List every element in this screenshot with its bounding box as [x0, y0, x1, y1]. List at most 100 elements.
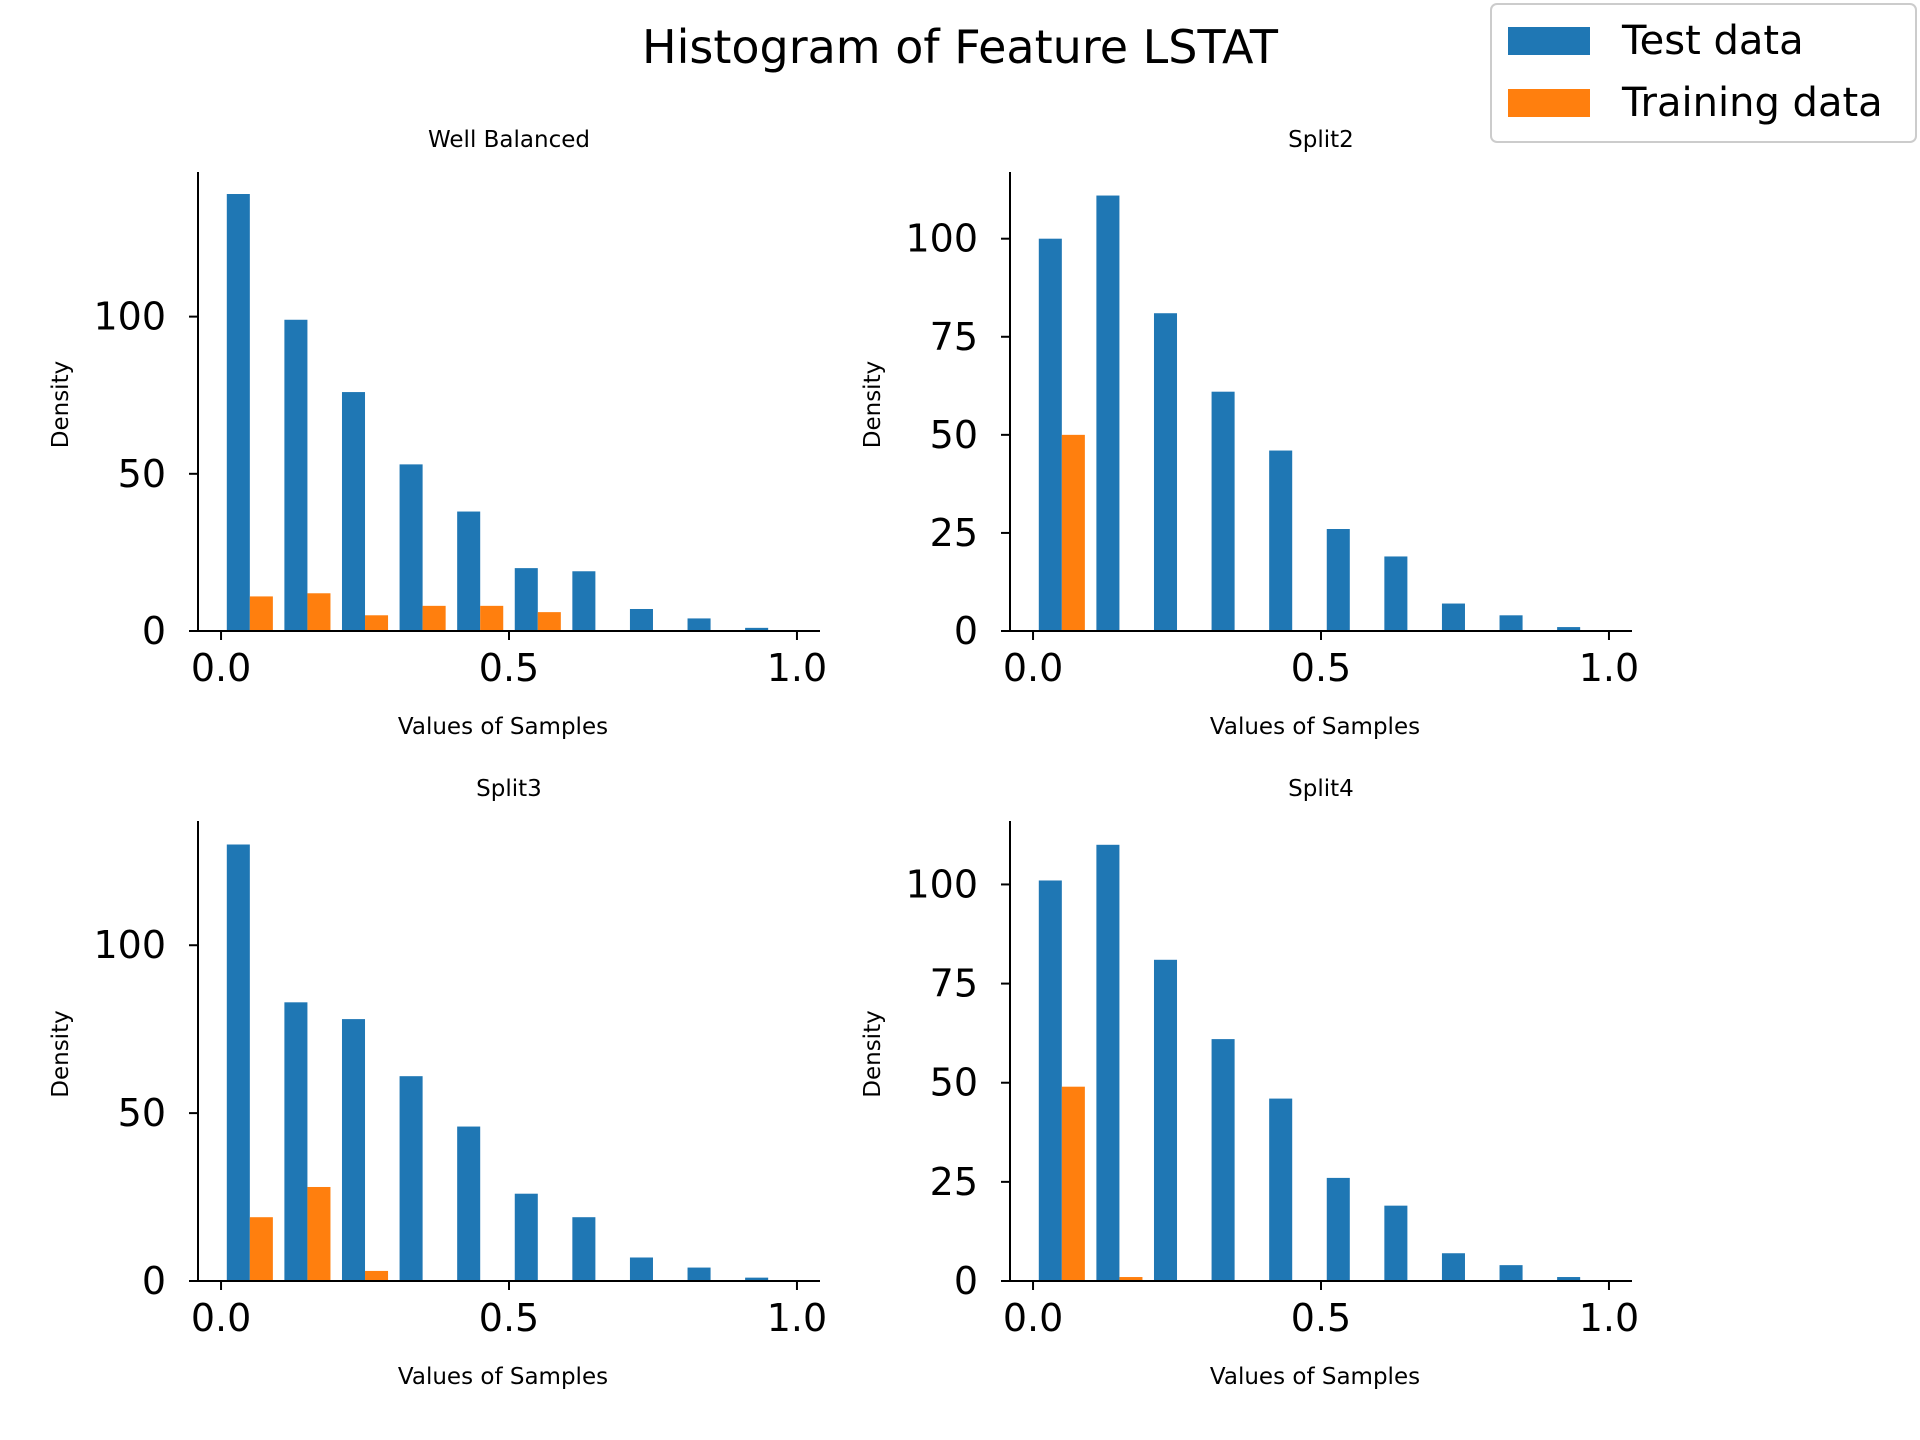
x-axis-label: Values of Samples — [1210, 714, 1420, 740]
histogram-bar-training — [307, 1186, 331, 1281]
histogram-bar-test — [514, 1193, 538, 1281]
histogram-bar-test — [457, 1126, 481, 1281]
y-tick-label: 25 — [930, 511, 978, 555]
histogram-bar-test — [687, 618, 711, 631]
x-tick-label: 0.0 — [1003, 1296, 1063, 1340]
histogram-bar-test — [1384, 556, 1408, 631]
y-tick-label: 50 — [930, 413, 978, 457]
x-tick-label: 0.5 — [479, 646, 539, 690]
histogram-bar-test — [629, 1257, 653, 1281]
histogram-bar-test — [514, 568, 538, 631]
x-tick-label: 0.5 — [1291, 1296, 1351, 1340]
histogram-bar-test — [1153, 313, 1178, 631]
histogram-bar-test — [1384, 1205, 1408, 1281]
y-tick-label: 100 — [93, 295, 166, 339]
histogram-bar-test — [284, 319, 308, 631]
legend-swatch-test — [1508, 27, 1590, 55]
x-tick-label: 1.0 — [1579, 1296, 1639, 1340]
histogram-bar-test — [1441, 1253, 1465, 1281]
x-tick-label: 1.0 — [1579, 646, 1639, 690]
figure-title: Histogram of Feature LSTAT — [642, 20, 1279, 74]
y-axis-label: Density — [48, 361, 74, 448]
subplot-title: Split2 — [1288, 127, 1354, 153]
subplot-title: Well Balanced — [428, 127, 590, 153]
histogram-bar-test — [1269, 450, 1293, 631]
x-tick-label: 0.0 — [1003, 646, 1063, 690]
histogram-bar-test — [399, 464, 423, 631]
y-tick-label: 100 — [905, 862, 978, 906]
subplot-3: Split3 0.0 0.5 1.0 0 50 100 Values of Samples De… — [48, 776, 827, 1390]
y-tick-label: 75 — [930, 962, 978, 1006]
histogram-bar-training — [422, 605, 446, 631]
histogram-bar-training — [249, 596, 273, 631]
y-tick-label: 50 — [930, 1061, 978, 1105]
histogram-bar-test — [1038, 238, 1062, 631]
y-tick-label: 0 — [142, 609, 166, 653]
x-tick-label: 0.0 — [191, 646, 251, 690]
histogram-bar-test — [572, 1217, 596, 1281]
histogram-bar-test — [1557, 627, 1581, 631]
legend: Test data Training data — [1490, 3, 1917, 143]
histogram-bar-test — [1326, 529, 1350, 631]
histogram-bar-test — [1269, 1098, 1293, 1281]
y-tick-label: 0 — [142, 1259, 166, 1303]
x-tick-label: 0.5 — [1291, 646, 1351, 690]
subplot-4: Split4 0.0 0.5 1.0 0 25 50 75 100 Values of Sampl… — [860, 776, 1639, 1390]
y-tick-label: 100 — [93, 923, 166, 967]
x-tick-label: 0.0 — [191, 1296, 251, 1340]
histogram-bar-training — [365, 615, 389, 631]
subplot-title: Split4 — [1288, 776, 1354, 802]
legend-swatch-training — [1508, 89, 1590, 117]
x-tick-label: 0.5 — [479, 1296, 539, 1340]
y-axis-label: Density — [860, 361, 886, 448]
y-tick-label: 50 — [118, 452, 166, 496]
y-tick-label: 25 — [930, 1160, 978, 1204]
x-tick-label: 1.0 — [767, 1296, 827, 1340]
histogram-bar-test — [341, 1019, 366, 1281]
legend-frame — [1490, 3, 1917, 143]
histogram-bar-test — [1211, 391, 1235, 631]
histogram-bar-test — [284, 1002, 308, 1281]
subplot-2: Split2 0.0 0.5 1.0 0 25 50 75 100 Values of Sampl… — [860, 127, 1639, 740]
histogram-bar-training — [365, 1270, 389, 1281]
histogram-bar-training — [1061, 434, 1085, 631]
histogram-bar-test — [687, 1267, 711, 1281]
x-axis-label: Values of Samples — [398, 1364, 608, 1390]
y-axis-label: Density — [860, 1010, 886, 1097]
histogram-bar-test — [1153, 959, 1178, 1281]
histogram-bar-test — [399, 1076, 423, 1281]
histogram-bar-test — [1557, 1277, 1581, 1281]
x-axis-label: Values of Samples — [398, 714, 608, 740]
histogram-bar-test — [1038, 880, 1062, 1281]
histogram-bar-test — [1096, 844, 1120, 1281]
legend-label-training: Training data — [1621, 80, 1883, 126]
histogram-bar-training — [1119, 1277, 1143, 1281]
histogram-bar-test — [745, 627, 769, 631]
histogram-bar-test — [1441, 603, 1465, 631]
histogram-bar-test — [629, 608, 653, 631]
histogram-bar-test — [745, 1277, 769, 1281]
histogram-bar-test — [1211, 1039, 1235, 1281]
histogram-bar-training — [537, 612, 561, 631]
subplot-1: Well Balanced 0.0 0.5 1.0 0 50 100 Values of Sa… — [48, 127, 827, 740]
y-tick-label: 75 — [930, 315, 978, 359]
histogram-bar-test — [572, 571, 596, 631]
x-tick-label: 1.0 — [767, 646, 827, 690]
histogram-bar-test — [1326, 1177, 1350, 1281]
histogram-bar-test — [1499, 615, 1523, 631]
y-tick-label: 100 — [905, 217, 978, 261]
histogram-bar-test — [341, 392, 366, 631]
x-axis-label: Values of Samples — [1210, 1364, 1420, 1390]
histogram-bar-training — [307, 593, 331, 631]
histogram-bar-test — [226, 194, 250, 632]
subplot-title: Split3 — [476, 776, 542, 802]
y-tick-label: 0 — [954, 609, 978, 653]
y-tick-label: 0 — [954, 1259, 978, 1303]
histogram-bar-test — [1096, 195, 1120, 632]
histogram-bar-training — [480, 605, 504, 631]
histogram-bar-test — [457, 511, 481, 631]
subplot-grid: Well Balanced 0.0 0.5 1.0 0 50 100 Values of Sa… — [48, 127, 1639, 1390]
histogram-bar-training — [1061, 1086, 1085, 1281]
y-axis-label: Density — [48, 1010, 74, 1097]
histogram-bar-training — [249, 1217, 273, 1281]
